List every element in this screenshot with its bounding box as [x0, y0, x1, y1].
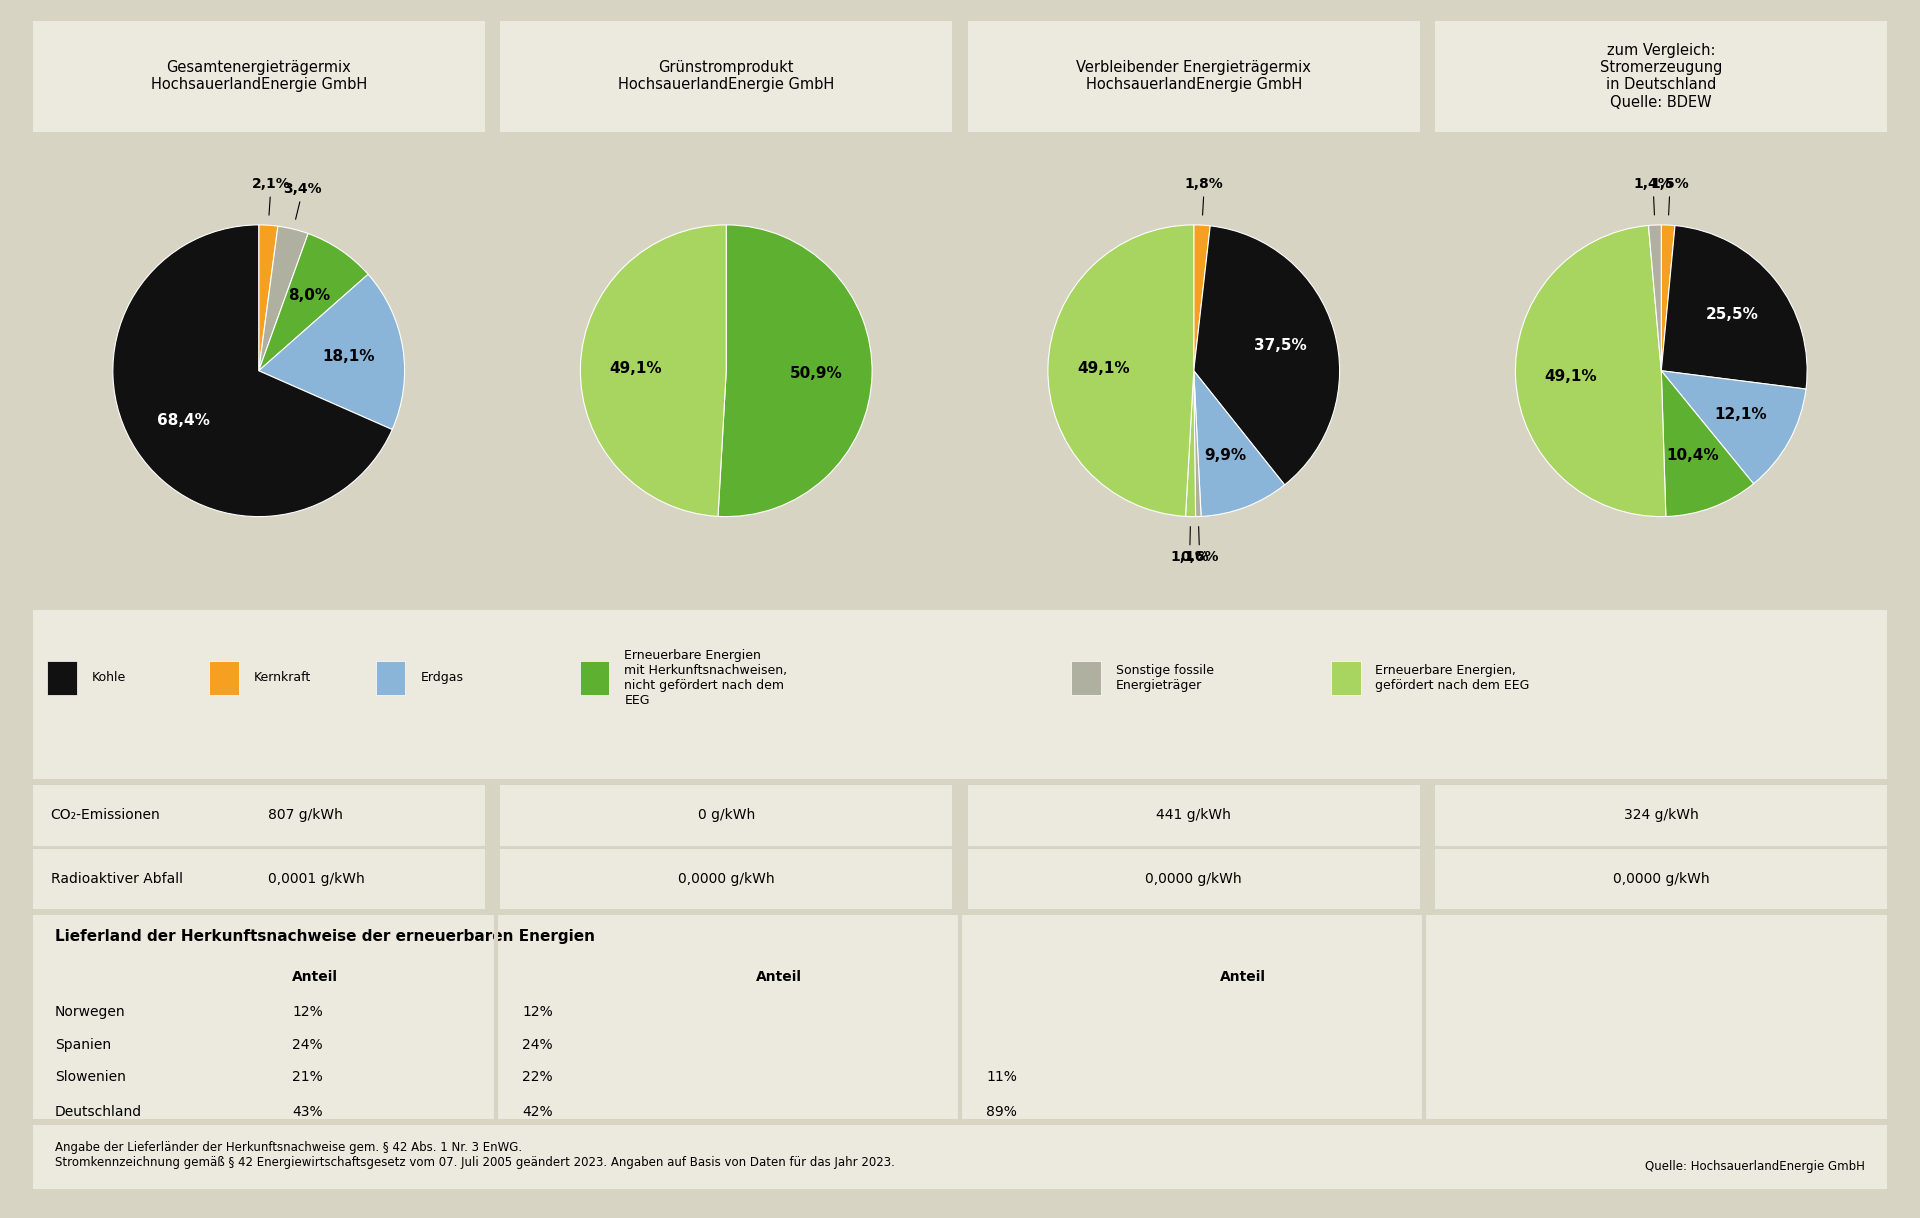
Text: Radioaktiver Abfall: Radioaktiver Abfall: [50, 872, 182, 885]
Text: Gesamtenergieträgermix
HochsauerlandEnergie GmbH: Gesamtenergieträgermix HochsauerlandEner…: [150, 60, 367, 93]
Text: Sonstige fossile
Energieträger: Sonstige fossile Energieträger: [1116, 664, 1213, 692]
Text: Grünstromprodukt
HochsauerlandEnergie GmbH: Grünstromprodukt HochsauerlandEnergie Gm…: [618, 60, 835, 93]
Text: 18,1%: 18,1%: [323, 350, 374, 364]
Text: 1,8%: 1,8%: [1185, 178, 1223, 216]
Text: 10,4%: 10,4%: [1667, 448, 1718, 463]
Text: 12%: 12%: [522, 1005, 553, 1019]
Text: zum Vergleich:
Stromerzeugung
in Deutschland
Quelle: BDEW: zum Vergleich: Stromerzeugung in Deutsch…: [1599, 43, 1722, 110]
Text: 37,5%: 37,5%: [1254, 339, 1308, 353]
Text: Erdgas: Erdgas: [420, 671, 463, 685]
Text: Lieferland der Herkunftsnachweise der erneuerbaren Energien: Lieferland der Herkunftsnachweise der er…: [56, 929, 595, 944]
Text: 50,9%: 50,9%: [791, 365, 843, 381]
Text: 49,1%: 49,1%: [609, 361, 662, 375]
Text: 24%: 24%: [522, 1038, 553, 1051]
Wedge shape: [1194, 225, 1340, 485]
Bar: [209, 660, 238, 694]
Text: Verbleibender Energieträgermix
HochsauerlandEnergie GmbH: Verbleibender Energieträgermix Hochsauer…: [1077, 60, 1311, 93]
Text: 324 g/kWh: 324 g/kWh: [1624, 809, 1699, 822]
Text: 0,0000 g/kWh: 0,0000 g/kWh: [1146, 872, 1242, 885]
Text: Anteil: Anteil: [1219, 971, 1265, 984]
Text: 441 g/kWh: 441 g/kWh: [1156, 809, 1231, 822]
Text: 9,9%: 9,9%: [1204, 448, 1246, 463]
Text: Deutschland: Deutschland: [56, 1105, 142, 1119]
Bar: [48, 660, 77, 694]
Wedge shape: [1661, 225, 1674, 370]
Text: 12,1%: 12,1%: [1715, 407, 1766, 423]
Wedge shape: [1194, 225, 1210, 370]
Text: 807 g/kWh: 807 g/kWh: [267, 809, 342, 822]
Text: Norwegen: Norwegen: [56, 1005, 125, 1019]
Bar: [1071, 660, 1100, 694]
Wedge shape: [1194, 370, 1202, 516]
Wedge shape: [1661, 225, 1807, 389]
Text: CO₂-Emissionen: CO₂-Emissionen: [50, 809, 161, 822]
Text: Anteil: Anteil: [756, 971, 803, 984]
Text: 0,6%: 0,6%: [1181, 526, 1219, 564]
Text: 1,4%: 1,4%: [1634, 178, 1672, 216]
Text: Slowenien: Slowenien: [56, 1071, 127, 1084]
Bar: [376, 660, 405, 694]
Text: 24%: 24%: [292, 1038, 323, 1051]
Text: 49,1%: 49,1%: [1077, 361, 1129, 375]
Text: 49,1%: 49,1%: [1546, 369, 1597, 384]
Bar: [580, 660, 609, 694]
Text: 11%: 11%: [987, 1071, 1018, 1084]
Text: 0 g/kWh: 0 g/kWh: [697, 809, 755, 822]
Bar: [1331, 660, 1361, 694]
Wedge shape: [1661, 370, 1807, 484]
Wedge shape: [259, 227, 307, 370]
Text: Erneuerbare Energien,
gefördert nach dem EEG: Erneuerbare Energien, gefördert nach dem…: [1375, 664, 1530, 692]
Wedge shape: [580, 225, 726, 516]
Wedge shape: [259, 274, 405, 430]
Text: 3,4%: 3,4%: [284, 183, 323, 219]
Text: 43%: 43%: [292, 1105, 323, 1119]
Wedge shape: [259, 234, 369, 370]
Wedge shape: [259, 225, 278, 370]
Text: 25,5%: 25,5%: [1705, 307, 1759, 322]
Wedge shape: [1048, 225, 1194, 516]
Text: 0,0000 g/kWh: 0,0000 g/kWh: [678, 872, 774, 885]
Text: Kernkraft: Kernkraft: [253, 671, 311, 685]
Text: 2,1%: 2,1%: [252, 178, 290, 216]
Text: Spanien: Spanien: [56, 1038, 111, 1051]
Text: 22%: 22%: [522, 1071, 553, 1084]
Text: 68,4%: 68,4%: [157, 413, 209, 428]
Text: 12%: 12%: [292, 1005, 323, 1019]
Text: 0,0000 g/kWh: 0,0000 g/kWh: [1613, 872, 1709, 885]
Text: Erneuerbare Energien
mit Herkunftsnachweisen,
nicht gefördert nach dem
EEG: Erneuerbare Energien mit Herkunftsnachwe…: [624, 649, 787, 706]
Text: 0,0001 g/kWh: 0,0001 g/kWh: [267, 872, 365, 885]
Text: Anteil: Anteil: [292, 971, 338, 984]
Wedge shape: [113, 225, 392, 516]
Text: 1,1%: 1,1%: [1171, 526, 1210, 564]
Text: 8,0%: 8,0%: [288, 289, 330, 303]
Text: 89%: 89%: [987, 1105, 1018, 1119]
Text: 21%: 21%: [292, 1071, 323, 1084]
Wedge shape: [1661, 370, 1753, 516]
Wedge shape: [1515, 225, 1667, 516]
Text: 1,5%: 1,5%: [1651, 178, 1690, 216]
Text: Kohle: Kohle: [92, 671, 127, 685]
Wedge shape: [1194, 370, 1284, 516]
Text: 42%: 42%: [522, 1105, 553, 1119]
Text: Quelle: HochsauerlandEnergie GmbH: Quelle: HochsauerlandEnergie GmbH: [1645, 1161, 1864, 1173]
Wedge shape: [1649, 225, 1661, 370]
Wedge shape: [1185, 370, 1196, 516]
Text: Angabe der Lieferländer der Herkunftsnachweise gem. § 42 Abs. 1 Nr. 3 EnWG.
Stro: Angabe der Lieferländer der Herkunftsnac…: [56, 1141, 895, 1169]
Wedge shape: [718, 225, 872, 516]
